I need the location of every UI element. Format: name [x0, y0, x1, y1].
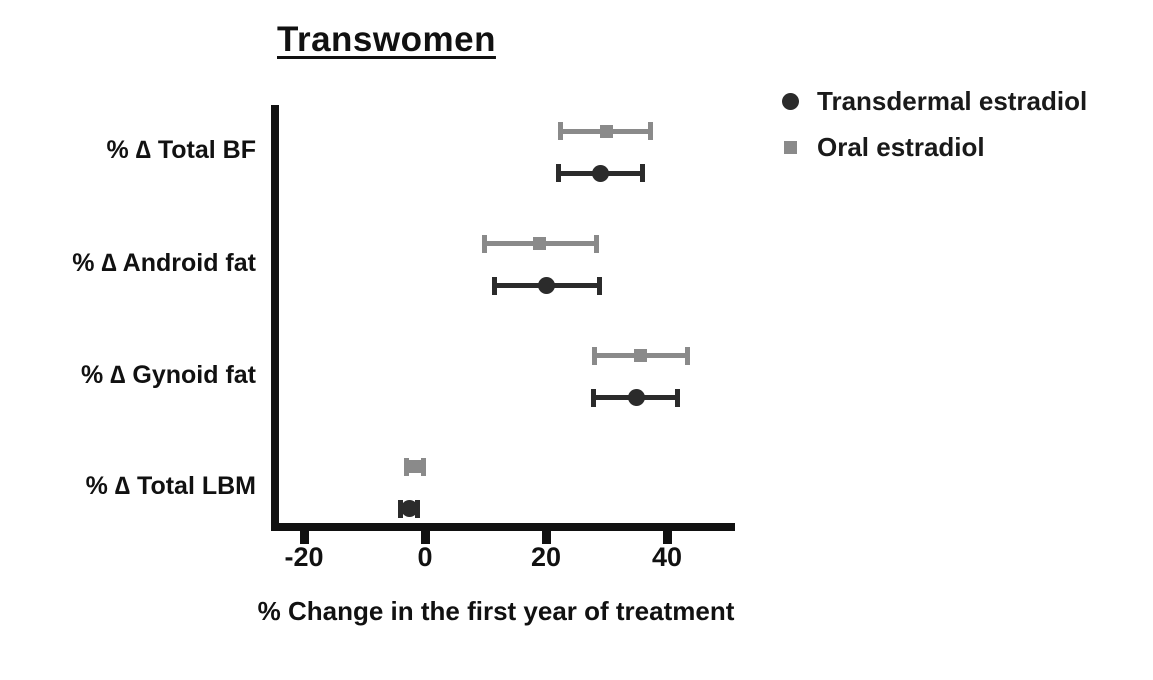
legend-marker-wrap — [779, 140, 801, 154]
x-axis-label: % Change in the first year of treatment — [257, 596, 735, 626]
square-marker-icon — [783, 140, 797, 154]
legend-marker-wrap — [779, 92, 801, 110]
x-tick-label: 0 — [417, 542, 433, 572]
error-cap-high — [685, 346, 691, 365]
legend-item-transdermal: Transdermal estradiol — [779, 84, 1087, 118]
y-axis-line — [271, 105, 279, 531]
x-tick-label: -20 — [284, 542, 324, 572]
error-cap-high — [593, 234, 599, 253]
data-point-circle — [537, 277, 555, 294]
error-cap-high — [640, 164, 646, 182]
data-point-circle — [400, 500, 418, 517]
error-cap-high — [421, 457, 427, 476]
error-cap-high — [675, 388, 681, 407]
category-label: % ∆ Android fat — [72, 248, 256, 277]
x-tick — [299, 531, 309, 544]
x-tick — [420, 531, 430, 544]
category-label: % ∆ Gynoid fat — [80, 360, 256, 389]
data-point-square — [408, 460, 422, 473]
category-label: % ∆ Total BF — [106, 136, 256, 164]
x-tick — [662, 531, 672, 544]
data-point-square — [600, 124, 613, 138]
error-cap-low — [492, 276, 498, 295]
x-tick-label: 40 — [651, 542, 683, 572]
error-cap-low — [481, 234, 487, 253]
legend-item-oral: Oral estradiol — [779, 130, 1087, 164]
error-cap-low — [555, 164, 561, 182]
category-label: % ∆ Total LBM — [85, 471, 256, 500]
error-cap-low — [590, 388, 596, 407]
data-point-square — [634, 349, 648, 362]
data-point-circle — [628, 389, 646, 406]
error-cap-high — [648, 122, 654, 140]
legend: Transdermal estradiol Oral estradiol — [779, 84, 1087, 164]
error-cap-low — [558, 122, 564, 140]
data-point-circle — [591, 164, 609, 182]
error-cap-high — [596, 276, 602, 295]
chart-title: Transwomen — [277, 20, 496, 59]
x-axis-line — [271, 523, 735, 531]
legend-label-transdermal: Transdermal estradiol — [817, 85, 1088, 116]
x-tick — [541, 531, 551, 544]
error-cap-low — [591, 346, 597, 365]
error-cap-low — [403, 457, 409, 476]
legend-label-oral: Oral estradiol — [817, 131, 985, 162]
data-point-square — [533, 237, 547, 250]
x-tick-label: 20 — [530, 542, 562, 572]
circle-marker-icon — [781, 92, 799, 110]
